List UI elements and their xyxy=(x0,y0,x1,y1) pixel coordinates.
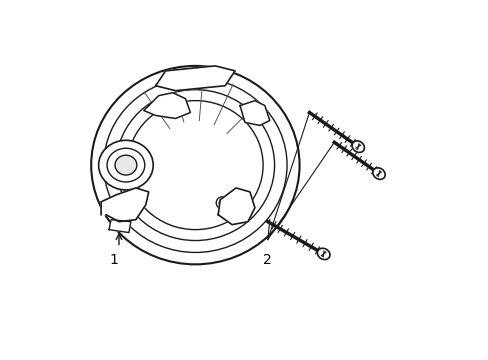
Circle shape xyxy=(232,204,239,211)
Ellipse shape xyxy=(372,168,385,179)
Circle shape xyxy=(216,75,223,82)
Ellipse shape xyxy=(317,248,329,260)
Circle shape xyxy=(130,194,142,206)
Circle shape xyxy=(251,109,257,116)
Ellipse shape xyxy=(127,100,263,230)
Circle shape xyxy=(115,201,122,208)
Circle shape xyxy=(216,197,228,209)
Circle shape xyxy=(182,72,188,79)
Ellipse shape xyxy=(91,66,299,264)
Polygon shape xyxy=(240,100,269,125)
Circle shape xyxy=(133,197,139,203)
Polygon shape xyxy=(143,93,190,118)
Polygon shape xyxy=(109,220,131,233)
Ellipse shape xyxy=(116,90,274,240)
Ellipse shape xyxy=(107,148,144,182)
Polygon shape xyxy=(155,66,235,91)
Circle shape xyxy=(229,201,243,215)
Polygon shape xyxy=(101,188,148,222)
Circle shape xyxy=(178,69,192,83)
Circle shape xyxy=(219,200,224,206)
Ellipse shape xyxy=(351,141,364,152)
Ellipse shape xyxy=(103,78,286,252)
Text: 2: 2 xyxy=(263,253,272,267)
Circle shape xyxy=(213,72,226,86)
Circle shape xyxy=(248,107,260,118)
Ellipse shape xyxy=(115,155,137,175)
Ellipse shape xyxy=(99,140,153,190)
Polygon shape xyxy=(218,188,254,225)
Text: 1: 1 xyxy=(109,253,118,267)
Circle shape xyxy=(112,198,126,212)
